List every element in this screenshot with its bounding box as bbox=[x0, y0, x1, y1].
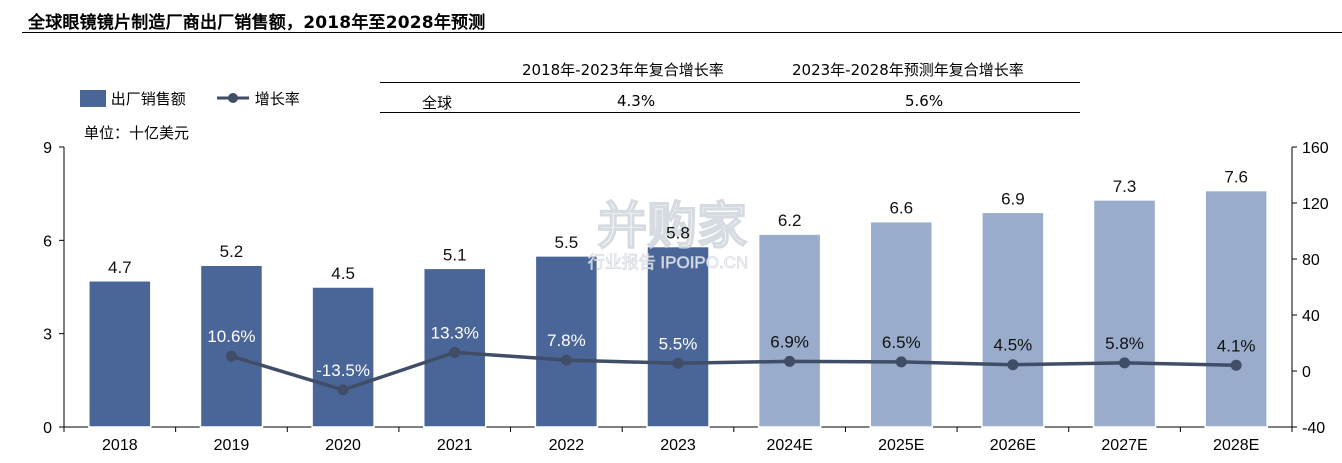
bar-2022 bbox=[534, 255, 599, 428]
right-tick-label: 40 bbox=[1302, 308, 1320, 325]
watermark-main: 并购家 bbox=[597, 198, 747, 254]
x-tick-label: 2026E bbox=[990, 437, 1036, 454]
growth-point-2021 bbox=[449, 346, 461, 358]
bar-2019 bbox=[199, 264, 264, 428]
bar-value-label: 5.1 bbox=[443, 245, 467, 264]
cagr-header-2018-2023: 2018年-2023年年复合增长率 bbox=[522, 61, 724, 79]
growth-rate-label: 4.5% bbox=[994, 336, 1033, 355]
legend-bar-swatch bbox=[80, 90, 106, 107]
bar-2027E bbox=[1092, 199, 1157, 428]
growth-point-2025E bbox=[895, 356, 907, 368]
x-tick-label: 2022 bbox=[549, 437, 585, 454]
x-tick-label: 2021 bbox=[437, 437, 473, 454]
growth-rate-label: 4.1% bbox=[1217, 336, 1256, 355]
watermark: 并购家 行业报告 IPOIPO.CN bbox=[587, 197, 749, 272]
chart-title: 全球眼镜镜片制造厂商出厂销售额，2018年至2028年预测 bbox=[28, 13, 486, 33]
growth-rate-label: 10.6% bbox=[207, 327, 255, 346]
growth-rate-label: 6.9% bbox=[770, 332, 809, 351]
cagr-value-2023-2028: 5.6% bbox=[905, 92, 944, 110]
x-tick-label: 2028E bbox=[1213, 437, 1259, 454]
left-tick-label: 0 bbox=[43, 420, 52, 437]
x-tick-label: 2027E bbox=[1101, 437, 1147, 454]
growth-point-2027E bbox=[1119, 357, 1131, 369]
bar-value-label: 5.5 bbox=[555, 233, 579, 252]
growth-point-2026E bbox=[1007, 359, 1019, 371]
right-tick-label: 120 bbox=[1302, 196, 1329, 213]
x-tick-label: 2019 bbox=[214, 437, 250, 454]
bar-value-label: 5.8 bbox=[666, 224, 690, 243]
growth-rate-line bbox=[230, 350, 1237, 392]
bar-2024E bbox=[757, 233, 822, 428]
growth-point-2020 bbox=[337, 384, 349, 396]
x-tick-label: 2018 bbox=[102, 437, 138, 454]
right-tick-label: -40 bbox=[1302, 420, 1325, 437]
growth-rate-label: 6.5% bbox=[882, 333, 921, 352]
bar-2023 bbox=[646, 245, 710, 428]
growth-point-2024E bbox=[784, 355, 796, 367]
unit-label: 单位：十亿美元 bbox=[84, 124, 190, 142]
bar-value-label: 5.2 bbox=[220, 242, 244, 261]
bar-value-label: 7.6 bbox=[1224, 168, 1248, 187]
legend-line-swatch bbox=[217, 93, 249, 103]
cagr-header-2023-2028: 2023年-2028年预测年复合增长率 bbox=[792, 61, 1024, 79]
cagr-value-2018-2023: 4.3% bbox=[617, 92, 656, 110]
bar-value-label: 4.7 bbox=[108, 258, 132, 277]
bar-value-label: 6.2 bbox=[778, 211, 802, 230]
right-tick-label: 80 bbox=[1302, 252, 1320, 269]
growth-rate-label: 7.8% bbox=[547, 331, 586, 350]
x-tick-label: 2023 bbox=[660, 437, 696, 454]
bar-2028E bbox=[1204, 189, 1268, 428]
legend-bar-label: 出厂销售额 bbox=[110, 90, 186, 108]
growth-point-2028E bbox=[1230, 359, 1242, 371]
legend-line: 增长率 bbox=[216, 88, 300, 109]
bar-value-label: 6.6 bbox=[889, 199, 913, 218]
growth-point-2022 bbox=[560, 354, 572, 366]
left-tick-label: 9 bbox=[43, 140, 52, 157]
x-tick-label: 2025E bbox=[878, 437, 924, 454]
watermark-sub: 行业报告 IPOIPO.CN bbox=[588, 253, 749, 272]
growth-point-2019 bbox=[225, 350, 237, 362]
legend-line-label: 增长率 bbox=[254, 90, 300, 108]
cagr-table-bottom-rule bbox=[380, 112, 1080, 113]
cagr-table-rule bbox=[380, 82, 1080, 83]
bar-value-label: 7.3 bbox=[1113, 177, 1137, 196]
growth-rate-label: 13.3% bbox=[431, 323, 479, 342]
growth-rate-label: 5.8% bbox=[1105, 334, 1144, 353]
bar-2020 bbox=[311, 286, 375, 428]
data-labels: 4.7 5.2 4.5 5.1 5.5 5.8 6.2 6.6 6.9 7.3 7.6 10.6% -1… bbox=[108, 168, 1256, 380]
bar-series bbox=[88, 189, 1268, 428]
growth-rate-label: -13.5% bbox=[316, 361, 370, 380]
x-tick-label: 2024E bbox=[767, 437, 813, 454]
bar-value-label: 6.9 bbox=[1001, 189, 1025, 208]
legend-bar: 出厂销售额 bbox=[80, 88, 186, 109]
cagr-row-label: 全球 bbox=[422, 94, 453, 112]
title-divider bbox=[22, 32, 1342, 33]
line-series bbox=[225, 346, 1242, 396]
right-tick-label: 0 bbox=[1302, 364, 1311, 381]
growth-point-2023 bbox=[672, 357, 684, 369]
right-tick-label: 160 bbox=[1302, 140, 1329, 157]
left-tick-label: 3 bbox=[43, 327, 52, 344]
bar-2026E bbox=[981, 211, 1045, 428]
bar-2025E bbox=[869, 220, 934, 428]
x-tick-label: 2020 bbox=[325, 437, 361, 454]
left-tick-label: 6 bbox=[43, 233, 52, 250]
bar-2018 bbox=[88, 280, 152, 428]
bar-value-label: 4.5 bbox=[331, 264, 355, 283]
growth-rate-label: 5.5% bbox=[659, 334, 698, 353]
